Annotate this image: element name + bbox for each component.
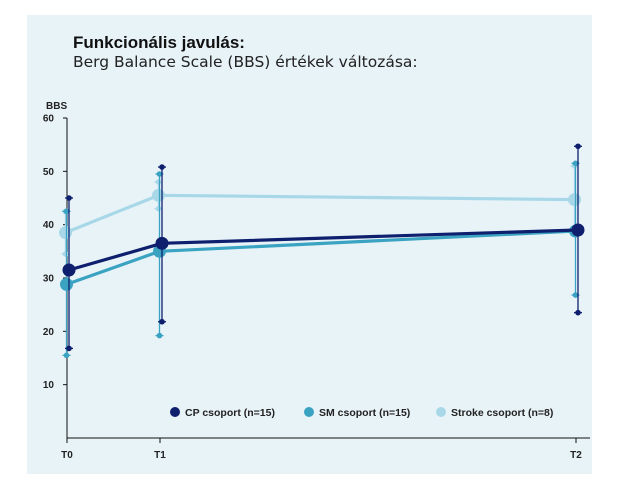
legend-swatch <box>436 407 446 417</box>
series-layer <box>59 143 585 359</box>
legend: CP csoport (n=15) SM csoport (n=15) Stroke… <box>170 407 553 419</box>
error-end-dot <box>156 332 163 339</box>
y-tick-label: 10 <box>43 380 55 391</box>
y-ticks: 10 20 30 40 50 60 <box>43 114 67 391</box>
error-end-dot <box>575 143 581 150</box>
data-point <box>152 188 165 202</box>
error-end-dot <box>572 292 579 298</box>
x-ticks: T0 T1 T2 <box>61 438 582 461</box>
data-point <box>568 193 581 207</box>
error-end-dot <box>156 171 163 177</box>
legend-label: Stroke csoport (n=8) <box>451 407 553 419</box>
error-end-dot <box>159 164 165 170</box>
data-point <box>571 223 585 237</box>
x-tick-label: T0 <box>61 450 73 461</box>
y-tick-label: 40 <box>43 220 55 231</box>
y-tick-label: 20 <box>43 327 55 338</box>
x-tick-label: T1 <box>154 450 166 461</box>
error-end-dot <box>159 318 165 325</box>
error-end-dot <box>63 208 70 215</box>
error-end-dot <box>575 309 581 316</box>
legend-label: SM csoport (n=15) <box>319 407 410 419</box>
legend-swatch <box>304 407 314 417</box>
error-end-dot <box>155 179 162 185</box>
y-tick-label: 30 <box>43 274 55 285</box>
legend-label: CP csoport (n=15) <box>185 407 275 419</box>
legend-swatch <box>170 407 180 417</box>
error-end-dot <box>155 205 162 212</box>
data-point <box>62 263 76 277</box>
data-point <box>59 226 72 240</box>
error-end-dot <box>66 345 72 352</box>
y-axis-label: BBS <box>46 101 67 112</box>
x-tick-label: T2 <box>570 450 582 461</box>
series-1 <box>62 143 585 352</box>
series-2 <box>60 160 582 359</box>
error-end-dot <box>572 160 579 167</box>
error-end-dot <box>62 251 69 257</box>
data-point <box>60 277 73 291</box>
chart-title: Funkcionális javulás: <box>73 33 245 52</box>
chart-subtitle: Berg Balance Scale (BBS) értékek változá… <box>73 53 418 71</box>
data-point <box>155 236 169 250</box>
y-tick-label: 50 <box>43 167 55 178</box>
error-end-dot <box>66 195 72 201</box>
series-line <box>64 193 575 235</box>
error-end-dot <box>63 352 70 359</box>
y-tick-label: 60 <box>43 114 55 125</box>
